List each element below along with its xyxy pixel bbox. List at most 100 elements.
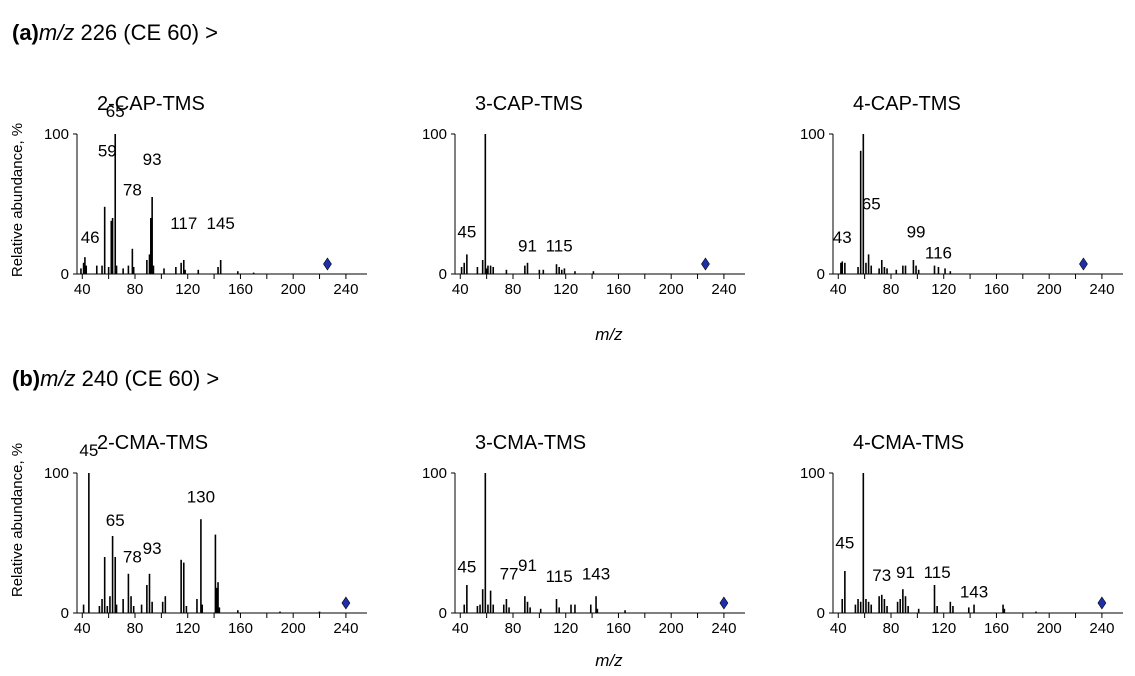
spectrum-panel: 4-CAP-TMS 40 80 120 160 200 240 0 100 43 65 99 116 [800, 93, 1123, 298]
peak-label: 117 [170, 214, 197, 233]
x-tick-label: 240 [333, 620, 358, 637]
spectrum-panel: 2-CMA-TMS 40 80 120 160 200 240 0 100 45 65 78 93 130 [44, 432, 367, 637]
spectrum-panel: 3-CAP-TMS 40 80 120 160 200 240 0 100 45 91 115 [422, 93, 745, 298]
peak-label: 115 [924, 563, 951, 582]
peak-label: 93 [143, 150, 162, 169]
precursor-marker-icon [1079, 257, 1088, 271]
peak-label: 93 [143, 539, 162, 558]
x-tick-label: 200 [281, 620, 306, 637]
peak-label: 45 [457, 223, 476, 242]
peak-label: 99 [907, 223, 926, 242]
panel-title: 3-CAP-TMS [475, 93, 583, 115]
y-tick-label: 100 [800, 126, 825, 143]
peak-label: 46 [81, 228, 100, 247]
precursor-marker-icon [323, 257, 332, 271]
x-tick-label: 120 [175, 281, 200, 298]
section-b-rest: 240 (CE 60) > [76, 366, 220, 391]
peak-label: 45 [835, 534, 854, 553]
x-tick-label: 80 [127, 620, 144, 637]
x-tick-label: 160 [228, 620, 253, 637]
x-tick-label: 200 [659, 281, 684, 298]
peak-label: 115 [546, 237, 573, 256]
x-tick-label: 160 [606, 281, 631, 298]
peak-label: 43 [833, 228, 852, 247]
peak-label: 130 [187, 487, 215, 506]
x-tick-label: 40 [452, 281, 469, 298]
peak-label: 116 [925, 244, 952, 263]
precursor-marker-icon [1097, 596, 1107, 610]
x-tick-label: 80 [883, 281, 900, 298]
x-tick-label: 240 [711, 620, 736, 637]
x-tick-label: 160 [984, 281, 1009, 298]
peak-label: 77 [500, 564, 519, 583]
x-tick-label: 240 [333, 281, 358, 298]
x-tick-label: 200 [1037, 620, 1062, 637]
x-tick-label: 200 [1037, 281, 1062, 298]
precursor-marker-icon [719, 596, 729, 610]
peak-label: 45 [79, 441, 98, 460]
peak-label: 91 [896, 563, 915, 582]
svg-text:(a)m/z 226 (CE 60) >: (a)m/z 226 (CE 60) > [12, 20, 218, 45]
x-tick-label: 40 [452, 620, 469, 637]
y-tick-label: 0 [439, 266, 447, 283]
section-a-heading: (a)m/z 226 (CE 60) > [12, 20, 218, 45]
x-tick-label: 40 [830, 620, 847, 637]
peak-label: 78 [123, 548, 142, 567]
x-tick-label: 120 [553, 281, 578, 298]
peak-label: 143 [582, 564, 610, 583]
section-a-rest: 226 (CE 60) > [74, 20, 218, 45]
x-tick-label: 160 [984, 620, 1009, 637]
x-axis-label-b: m/z [595, 651, 623, 670]
y-tick-label: 100 [44, 465, 69, 482]
x-tick-label: 160 [606, 620, 631, 637]
x-tick-label: 200 [281, 281, 306, 298]
peak-label: 65 [862, 195, 881, 214]
peak-label: 91 [518, 237, 537, 256]
y-axis-label-b: Relative abundance, % [9, 443, 26, 597]
x-tick-label: 120 [553, 620, 578, 637]
y-tick-label: 100 [44, 126, 69, 143]
section-b-heading: (b)m/z 240 (CE 60) > [12, 366, 219, 391]
peak-label: 145 [206, 214, 234, 233]
x-tick-label: 120 [931, 620, 956, 637]
y-tick-label: 100 [800, 465, 825, 482]
x-tick-label: 40 [74, 281, 91, 298]
y-tick-label: 0 [61, 605, 69, 622]
y-tick-label: 100 [422, 465, 447, 482]
y-tick-label: 0 [817, 605, 825, 622]
panel-title: 2-CAP-TMS [97, 93, 205, 115]
x-tick-label: 200 [659, 620, 684, 637]
peak-label: 115 [546, 567, 573, 586]
section-a-mz: m/z [39, 20, 74, 45]
x-tick-label: 40 [74, 620, 91, 637]
peak-label: 91 [518, 556, 537, 575]
spectrum-panel: 4-CMA-TMS 40 80 120 160 200 240 0 100 45 73 91 115 14… [800, 432, 1123, 637]
panel-title: 4-CMA-TMS [853, 432, 964, 454]
x-tick-label: 40 [830, 281, 847, 298]
peak-label: 59 [98, 141, 117, 160]
y-tick-label: 0 [61, 266, 69, 283]
peak-label: 45 [457, 557, 476, 576]
svg-text:(b)m/z 240 (CE 60) >: (b)m/z 240 (CE 60) > [12, 366, 219, 391]
peak-label: 65 [106, 102, 125, 121]
peak-label: 143 [960, 583, 988, 602]
y-tick-label: 0 [817, 266, 825, 283]
x-tick-label: 120 [175, 620, 200, 637]
panel-title: 3-CMA-TMS [475, 432, 586, 454]
precursor-marker-icon [701, 257, 710, 271]
y-axis-label-a: Relative abundance, % [9, 123, 26, 277]
section-b-letter: (b) [12, 366, 40, 391]
x-tick-label: 80 [127, 281, 144, 298]
x-tick-label: 80 [505, 620, 522, 637]
section-b-mz: m/z [40, 366, 75, 391]
y-tick-label: 100 [422, 126, 447, 143]
y-tick-label: 0 [439, 605, 447, 622]
x-tick-label: 120 [931, 281, 956, 298]
spectrum-panel: 3-CMA-TMS 40 80 120 160 200 240 0 100 45 77 91 115 14… [422, 432, 745, 637]
x-tick-label: 240 [1089, 620, 1114, 637]
section-a-letter: (a) [12, 20, 39, 45]
peak-label: 78 [123, 181, 142, 200]
